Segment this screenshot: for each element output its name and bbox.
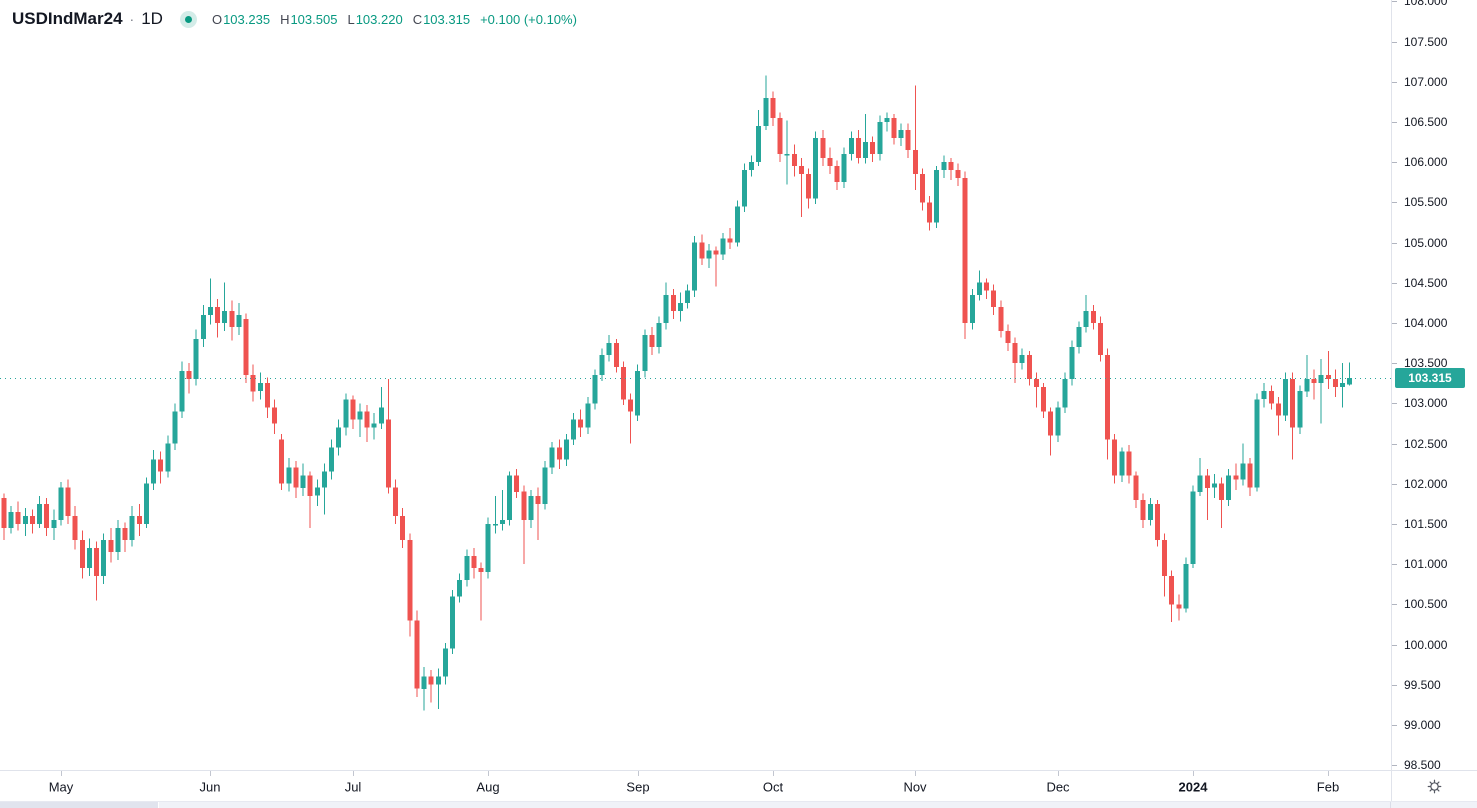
price-tick-label: 105.000: [1404, 235, 1448, 250]
price-tick-label: 101.500: [1404, 516, 1448, 531]
close-readout: C103.315: [412, 11, 471, 27]
time-tick: [210, 771, 211, 776]
price-tick: [1392, 322, 1397, 324]
price-tick: [1392, 523, 1397, 525]
price-tick: [1392, 41, 1397, 43]
price-tick-label: 100.000: [1404, 637, 1448, 652]
price-tick: [1392, 202, 1397, 204]
price-tick-label: 101.000: [1404, 557, 1448, 572]
price-tick: [1392, 765, 1397, 767]
time-tick-label: Jun: [199, 779, 221, 795]
time-axis[interactable]: May Jun Jul Aug Sep Oct Nov Dec 2024 Feb: [0, 770, 1477, 802]
symbol-header: USDIndMar24 · 1D O103.235 H103.505 L103.…: [12, 9, 577, 29]
price-tick: [1392, 483, 1397, 485]
price-tick: [1392, 282, 1397, 284]
price-tick-label: 107.500: [1404, 34, 1448, 49]
time-tick-label: 2024: [1178, 779, 1208, 795]
price-tick-label: 107.000: [1404, 74, 1448, 89]
time-tick-label: Dec: [1046, 779, 1070, 795]
price-tick: [1392, 403, 1397, 405]
time-tick: [488, 771, 489, 776]
time-tick: [353, 771, 354, 776]
price-tick-label: 105.500: [1404, 195, 1448, 210]
price-axis[interactable]: 103.315 108.000 107.500 107.000 106.500 106.…: [1391, 0, 1477, 770]
price-tick-label: 108.000: [1404, 0, 1448, 9]
time-tick: [1058, 771, 1059, 776]
time-tick-label: Feb: [1316, 779, 1340, 795]
time-tick: [1328, 771, 1329, 776]
price-tick-label: 98.500: [1404, 758, 1441, 770]
price-tick-label: 104.500: [1404, 275, 1448, 290]
price-tick-label: 104.000: [1404, 315, 1448, 330]
price-tick: [1392, 604, 1397, 606]
current-price-label: 103.315: [1395, 368, 1465, 388]
current-price-value: 103.315: [1408, 371, 1452, 385]
time-tick-label: Oct: [762, 779, 784, 795]
candlestick-chart[interactable]: USDIndMar24 · 1D O103.235 H103.505 L103.…: [0, 0, 1391, 770]
symbol-interval-separator: ·: [129, 11, 135, 27]
time-tick: [915, 771, 916, 776]
interval-selector[interactable]: 1D: [141, 9, 163, 28]
open-readout: O103.235: [211, 11, 271, 27]
change-readout: +0.100 (+0.10%): [480, 11, 577, 27]
candles-canvas: [1, 75, 1353, 711]
price-tick: [1392, 684, 1397, 686]
price-tick: [1392, 81, 1397, 83]
price-tick-label: 99.500: [1404, 677, 1441, 692]
time-tick-label: Aug: [476, 779, 500, 795]
time-tick-label: Sep: [626, 779, 650, 795]
low-readout: L103.220: [347, 11, 403, 27]
time-tick: [638, 771, 639, 776]
price-tick: [1392, 564, 1397, 566]
price-tick: [1392, 443, 1397, 445]
time-tick: [61, 771, 62, 776]
price-tick-label: 103.500: [1404, 356, 1448, 371]
price-tick: [1392, 121, 1397, 123]
market-status-icon[interactable]: [179, 10, 197, 28]
price-tick: [1392, 363, 1397, 365]
price-tick: [1392, 242, 1397, 244]
price-tick-label: 99.000: [1404, 717, 1441, 732]
time-tick: [773, 771, 774, 776]
price-tick-label: 102.500: [1404, 436, 1448, 451]
price-tick: [1392, 724, 1397, 726]
time-tick-label: Nov: [903, 779, 927, 795]
ohlc-readout: O103.235 H103.505 L103.220 C103.315 +0.1…: [212, 12, 577, 27]
price-tick: [1392, 1, 1397, 3]
time-tick: [1193, 771, 1194, 776]
price-tick: [1392, 644, 1397, 646]
price-tick-label: 102.000: [1404, 476, 1448, 491]
time-tick-label: Jul: [344, 779, 362, 795]
price-tick-label: 103.000: [1404, 396, 1448, 411]
candles-series: [1, 75, 1353, 711]
price-tick-label: 106.000: [1404, 155, 1448, 170]
axis-corner-divider: [1391, 771, 1392, 802]
price-tick-label: 106.500: [1404, 114, 1448, 129]
symbol-name[interactable]: USDIndMar24: [12, 9, 123, 28]
axis-settings-button[interactable]: [1423, 775, 1445, 797]
scrollbar-thumb[interactable]: [0, 802, 159, 808]
price-tick-label: 100.500: [1404, 597, 1448, 612]
status-dot-icon: [184, 15, 192, 23]
time-tick-label: May: [48, 779, 74, 795]
scrollbar-divider: [1390, 802, 1391, 808]
price-tick: [1392, 162, 1397, 164]
current-price-line: [0, 378, 1391, 379]
bottom-scrollbar[interactable]: [0, 801, 1477, 808]
high-readout: H103.505: [280, 11, 338, 27]
gear-icon: [1427, 779, 1441, 793]
